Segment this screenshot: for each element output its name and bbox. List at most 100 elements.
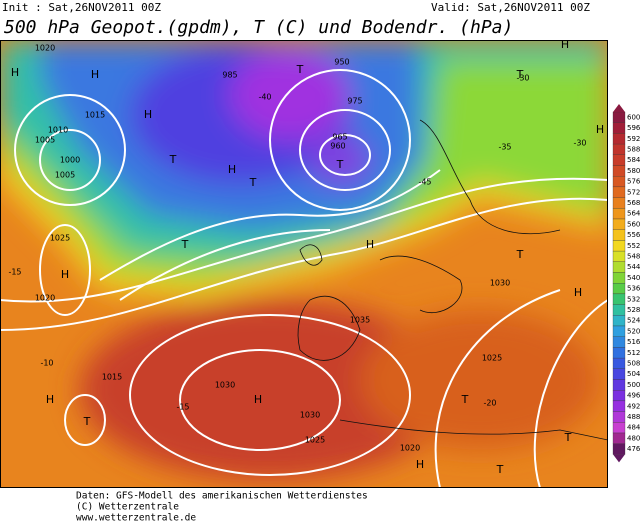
isobar — [39, 129, 101, 191]
colorbar-swatch — [612, 368, 626, 380]
map-label: 1025 — [305, 436, 325, 445]
map-label: T — [336, 158, 344, 171]
map-label: T — [564, 431, 572, 444]
colorbar-swatch — [612, 443, 626, 455]
colorbar-label: 524 — [627, 317, 640, 325]
isobars — [0, 69, 608, 488]
map-label: H — [228, 163, 236, 176]
map-label: 1005 — [35, 136, 55, 145]
colorbar-label: 516 — [627, 338, 640, 346]
colorbar-label: 552 — [627, 242, 640, 250]
map-label: H — [254, 393, 262, 406]
coastline — [297, 295, 361, 361]
colorbar-swatch — [612, 325, 626, 337]
colorbar-swatch — [612, 422, 626, 434]
colorbar-swatch — [612, 186, 626, 198]
map-label: -15 — [8, 268, 21, 277]
valid-time: Valid: Sat,26NOV2011 00Z — [431, 1, 590, 14]
isobar — [269, 69, 411, 211]
map-label: T — [516, 248, 524, 261]
footer-line: Daten: GFS-Modell des amerikanischen Wet… — [76, 491, 368, 502]
colorbar-label: 496 — [627, 392, 640, 400]
coastlines — [297, 119, 608, 441]
colorbar-label: 508 — [627, 359, 640, 367]
map-label: H — [416, 458, 424, 471]
map-label: 1005 — [55, 171, 75, 180]
isobar — [99, 169, 441, 281]
colorbar-swatch — [612, 250, 626, 262]
map-label: 985 — [222, 71, 237, 80]
colorbar-label: 512 — [627, 349, 640, 357]
colorbar-label: 540 — [627, 274, 640, 282]
map-label: T — [496, 463, 504, 476]
map-label: T — [169, 153, 177, 166]
colorbar-swatch — [612, 411, 626, 423]
colorbar-swatch — [612, 122, 626, 134]
temperature-field — [0, 40, 608, 480]
colorbar-swatch — [612, 165, 626, 177]
colorbar-label: 528 — [627, 306, 640, 314]
colorbar-swatch — [612, 390, 626, 402]
colorbar-swatch — [612, 197, 626, 209]
colorbar-label: 480 — [627, 434, 640, 442]
map-label: 950 — [334, 58, 349, 67]
isobar — [299, 109, 391, 191]
colorbar: 600 596 592 588 584 580 576 572 568 564 560 556 552 5… — [612, 104, 640, 463]
map-label: -40 — [258, 93, 271, 102]
colorbar-swatch — [612, 336, 626, 348]
map-label: -30 — [516, 74, 529, 83]
map-label: 965 — [332, 133, 347, 142]
colorbar-label: 600 — [627, 113, 640, 121]
isobar — [319, 134, 371, 176]
map-label: 1030 — [300, 411, 320, 420]
colorbar-swatch — [612, 315, 626, 327]
colorbar-swatch — [612, 347, 626, 359]
colorbar-swatch — [612, 272, 626, 284]
colorbar-swatch — [612, 261, 626, 273]
colorbar-label: 568 — [627, 199, 640, 207]
map-label: 1020 — [35, 294, 55, 303]
isobar — [434, 289, 561, 488]
isobar — [129, 314, 411, 476]
colorbar-label: 584 — [627, 156, 640, 164]
map-label: 1000 — [60, 156, 80, 165]
map-label: 1015 — [102, 373, 122, 382]
map-label: 1030 — [490, 279, 510, 288]
colorbar-label: 592 — [627, 135, 640, 143]
map-label: 1020 — [35, 44, 55, 53]
isobar — [533, 299, 608, 488]
colorbar-label: 560 — [627, 220, 640, 228]
colorbar-label: 492 — [627, 402, 640, 410]
isobar — [179, 349, 341, 451]
init-time: Init : Sat,26NOV2011 00Z — [2, 1, 161, 14]
map-label: 975 — [347, 97, 362, 106]
colorbar-label: 476 — [627, 445, 640, 453]
colorbar-swatch — [612, 208, 626, 220]
colorbar-swatch — [612, 304, 626, 316]
colorbar-swatch — [612, 229, 626, 241]
colorbar-swatch — [612, 154, 626, 166]
colorbar-label: 544 — [627, 263, 640, 271]
colorbar-arrow-bottom — [613, 454, 625, 463]
isobar — [39, 224, 91, 316]
map-title: 500 hPa Geopot.(gpdm), T (C) und Bodendr… — [4, 17, 513, 38]
coastline — [299, 244, 323, 266]
map-label: H — [11, 66, 19, 79]
colorbar-label: 556 — [627, 231, 640, 239]
map-label: -10 — [40, 359, 53, 368]
map-label: T — [249, 176, 257, 189]
colorbar-label: 588 — [627, 145, 640, 153]
map-label: T — [181, 238, 189, 251]
colorbar-swatch — [612, 283, 626, 295]
colorbar-label: 504 — [627, 370, 640, 378]
map-label: H — [61, 268, 69, 281]
colorbar-swatch — [612, 379, 626, 391]
colorbar-label: 548 — [627, 252, 640, 260]
map-label: -15 — [176, 403, 189, 412]
map-label: H — [144, 108, 152, 121]
warm-area — [360, 310, 600, 450]
colorbar-label: 536 — [627, 285, 640, 293]
